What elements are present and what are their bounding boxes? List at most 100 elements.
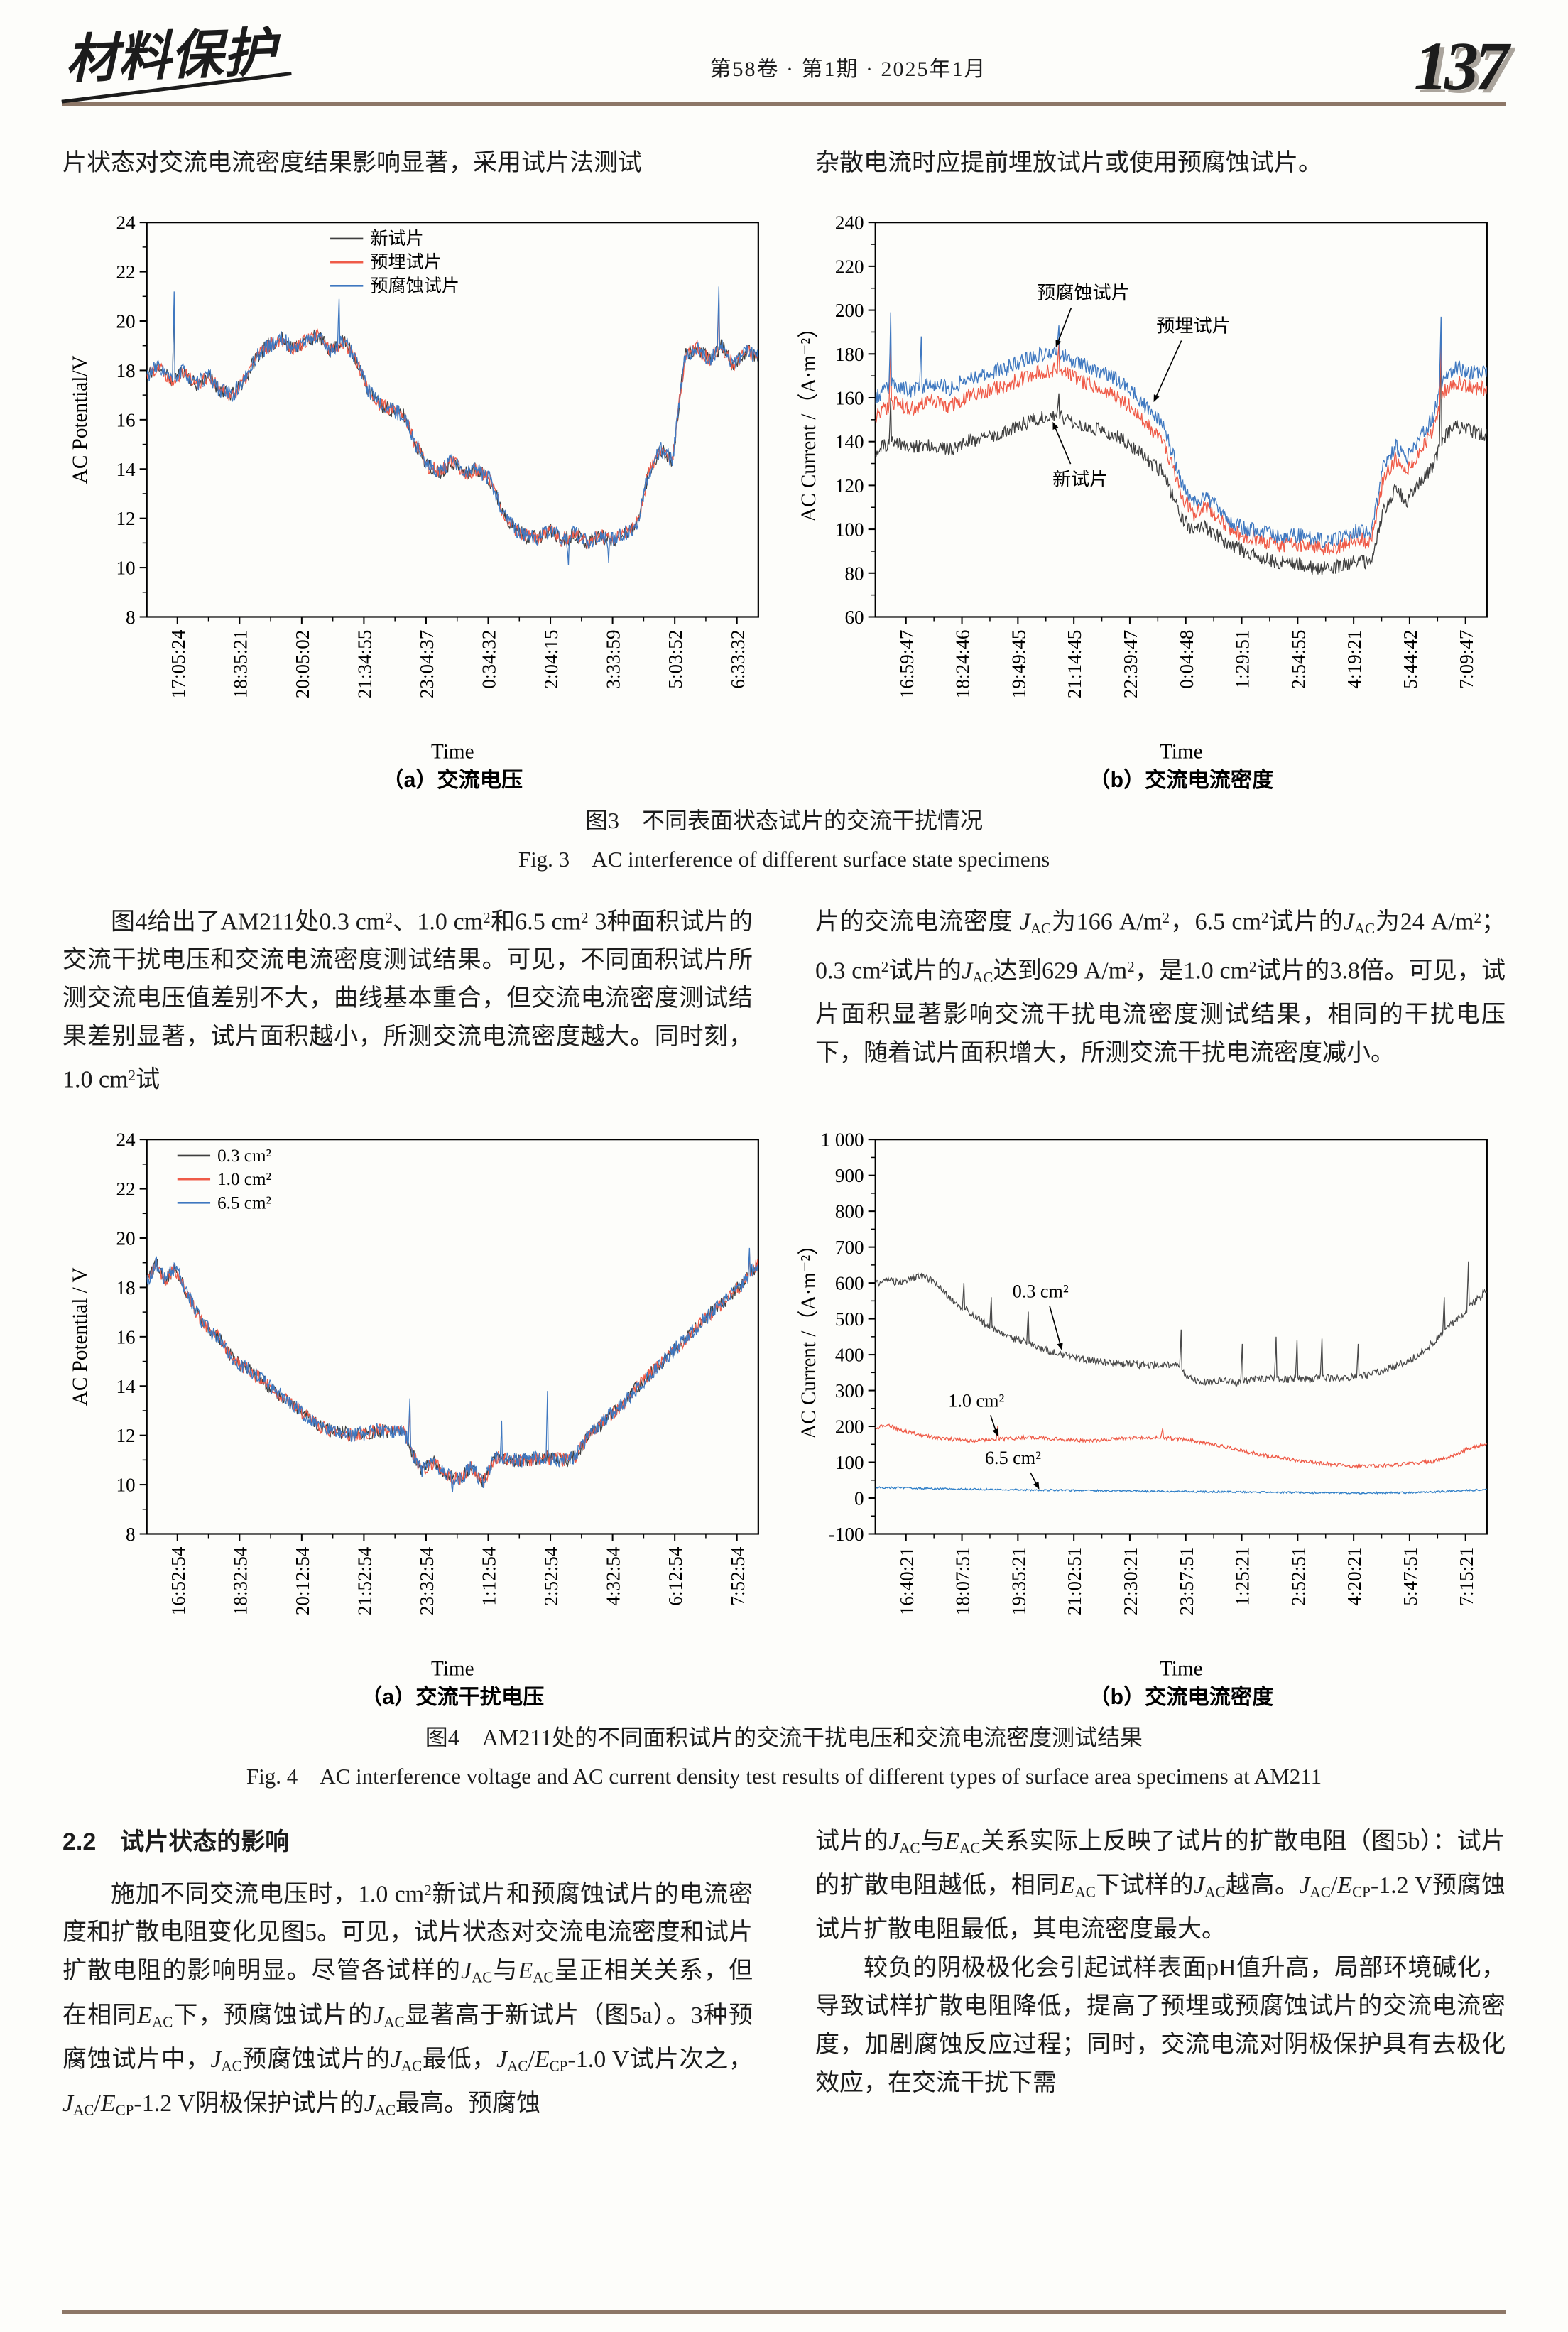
svg-text:（b）交流电流密度: （b）交流电流密度 [1089,767,1274,792]
section-2-2-right-column: 试片的JAC与EAC关系实际上反映了试片的扩散电阻（图5b）：试片的扩散电阻越低… [815,1823,1506,2130]
svg-text:400: 400 [835,1345,864,1366]
svg-text:12: 12 [116,508,135,529]
svg-text:AC Potential/V: AC Potential/V [69,356,92,484]
svg-text:1:25:21: 1:25:21 [1232,1547,1253,1606]
svg-text:19:35:21: 19:35:21 [1008,1547,1029,1616]
svg-text:21:52:54: 21:52:54 [354,1546,375,1615]
section-2-2: 2.2 试片状态的影响 施加不同交流电压时，1.0 cm2新试片和预腐蚀试片的电… [62,1823,1506,2130]
section-2-2-left-column: 2.2 试片状态的影响 施加不同交流电压时，1.0 cm2新试片和预腐蚀试片的电… [62,1823,753,2130]
svg-text:2:52:54: 2:52:54 [540,1546,562,1605]
svg-text:8: 8 [126,1524,136,1545]
svg-text:Time: Time [431,741,474,764]
svg-text:1.0 cm²: 1.0 cm² [948,1390,1004,1411]
svg-text:17:05:24: 17:05:24 [168,629,189,698]
svg-text:5:47:51: 5:47:51 [1400,1547,1421,1606]
svg-text:预腐蚀试片: 预腐蚀试片 [1037,283,1130,303]
svg-text:1 000: 1 000 [821,1129,864,1151]
svg-text:16: 16 [116,1326,135,1347]
svg-text:预腐蚀试片: 预腐蚀试片 [370,276,459,295]
page-number: 137 [1413,27,1509,104]
svg-text:19:49:45: 19:49:45 [1008,630,1029,699]
section-2-2-right-paragraph-2: 较负的阴极极化会引起试样表面pH值升高，局部环境碱化，导致试样扩散电阻降低，提高… [815,1955,1506,2097]
svg-text:22:30:21: 22:30:21 [1120,1547,1141,1616]
page-header: 材料保护 第58卷 · 第1期 · 2025年1月 137 [62,17,1509,104]
svg-text:21:34:55: 21:34:55 [354,630,375,699]
figure-4: 8 10 12 14 16 18 20 22 24 16:52:54 18:32:54 20:12:5… [62,1118,1506,1790]
svg-text:23:32:54: 23:32:54 [416,1546,437,1615]
svg-text:300: 300 [835,1380,864,1401]
svg-text:AC Potential / V: AC Potential / V [69,1267,92,1406]
svg-text:2:52:51: 2:52:51 [1287,1547,1309,1606]
svg-text:24: 24 [116,212,136,234]
svg-text:16:40:21: 16:40:21 [896,1547,918,1616]
intro-paragraphs: 片状态对交流电流密度结果影响显著，采用试片法测试 杂散电流时应提前埋放试片或使用… [62,144,1506,183]
middle-paragraphs: 图4给出了AM211处0.3 cm2、1.0 cm2和6.5 cm2 3种面积试… [62,899,1506,1100]
svg-text:20:05:02: 20:05:02 [292,630,313,699]
svg-text:180: 180 [835,344,864,365]
svg-text:18:32:54: 18:32:54 [229,1546,251,1615]
svg-text:6.5 cm²: 6.5 cm² [985,1448,1041,1468]
svg-text:10: 10 [116,558,135,579]
svg-text:1:12:54: 1:12:54 [479,1546,500,1605]
svg-text:23:57:51: 23:57:51 [1176,1547,1197,1616]
svg-text:14: 14 [116,1376,136,1397]
middle-paragraph-left: 图4给出了AM211处0.3 cm2、1.0 cm2和6.5 cm2 3种面积试… [62,909,753,1093]
svg-text:220: 220 [835,256,864,277]
svg-text:Time: Time [431,1658,474,1681]
svg-text:18:35:21: 18:35:21 [229,630,251,699]
svg-text:23:04:37: 23:04:37 [416,630,437,699]
svg-text:7:15:21: 7:15:21 [1456,1547,1477,1606]
svg-text:100: 100 [835,519,864,541]
svg-text:240: 240 [835,212,864,234]
svg-text:10: 10 [116,1475,135,1496]
svg-text:200: 200 [835,300,864,321]
figure-4-caption-en: Fig. 4 AC interference voltage and AC cu… [246,1763,1322,1789]
svg-text:21:02:51: 21:02:51 [1064,1547,1085,1616]
svg-text:16:52:54: 16:52:54 [168,1546,189,1615]
svg-text:18: 18 [116,1277,135,1298]
svg-text:5:03:52: 5:03:52 [665,630,686,689]
svg-text:600: 600 [835,1273,864,1294]
svg-text:8: 8 [126,607,136,628]
svg-text:16: 16 [116,409,135,430]
svg-text:3:33:59: 3:33:59 [603,630,624,689]
section-2-2-heading: 2.2 试片状态的影响 [62,1828,290,1855]
svg-text:0.3 cm²: 0.3 cm² [217,1146,271,1166]
svg-text:20: 20 [116,311,135,332]
intro-paragraph-right: 杂散电流时应提前埋放试片或使用预腐蚀试片。 [815,150,1322,176]
intro-paragraph-left: 片状态对交流电流密度结果影响显著，采用试片法测试 [62,150,642,176]
figure-3-caption-en: Fig. 3 AC interference of different surf… [518,846,1050,872]
header-rule [62,102,1506,106]
issue-info: 第58卷 · 第1期 · 2025年1月 [709,58,987,81]
svg-text:AC Current /（A·m⁻²）: AC Current /（A·m⁻²） [797,1235,820,1439]
svg-text:18:24:46: 18:24:46 [952,630,974,699]
chart-fig4b-ac-current-density: -100 0 100 200 300 400 500 600 700 800 900 1 000 16:… [791,1118,1506,1713]
svg-text:6:12:54: 6:12:54 [665,1546,686,1605]
svg-text:22:39:47: 22:39:47 [1120,630,1141,699]
svg-text:1.0 cm²: 1.0 cm² [217,1170,271,1189]
figure-3-charts: 8 10 12 14 16 18 20 22 24 17:05:24 18:35:21 20:05:0… [62,201,1506,796]
svg-text:（b）交流电流密度: （b）交流电流密度 [1089,1684,1274,1709]
figure-3-caption-cn: 图3 不同表面状态试片的交流干扰情况 [584,807,983,833]
svg-text:80: 80 [844,563,864,584]
svg-text:新试片: 新试片 [1052,469,1108,489]
svg-text:（a）交流电压: （a）交流电压 [382,767,523,792]
svg-text:预埋试片: 预埋试片 [370,252,442,272]
section-2-2-right-paragraph-1: 试片的JAC与EAC关系实际上反映了试片的扩散电阻（图5b）：试片的扩散电阻越低… [815,1828,1506,1943]
svg-text:22: 22 [116,261,135,283]
svg-text:140: 140 [835,431,864,452]
svg-text:18: 18 [116,360,135,381]
svg-text:800: 800 [835,1201,864,1222]
svg-text:0.3 cm²: 0.3 cm² [1013,1281,1069,1301]
svg-text:500: 500 [835,1308,864,1330]
svg-text:20:12:54: 20:12:54 [292,1546,313,1615]
svg-text:新试片: 新试片 [370,229,423,249]
svg-text:（a）交流干扰电压: （a）交流干扰电压 [361,1684,544,1709]
svg-text:20: 20 [116,1228,135,1249]
svg-text:5:44:42: 5:44:42 [1400,630,1421,689]
middle-paragraph-right: 片的交流电流密度 JAC为166 A/m2，6.5 cm2试片的JAC为24 A… [815,909,1506,1067]
svg-text:6:33:32: 6:33:32 [727,630,748,689]
figure-4-caption-cn: 图4 AM211处的不同面积试片的交流干扰电压和交流电流密度测试结果 [425,1724,1143,1750]
svg-text:160: 160 [835,388,864,409]
